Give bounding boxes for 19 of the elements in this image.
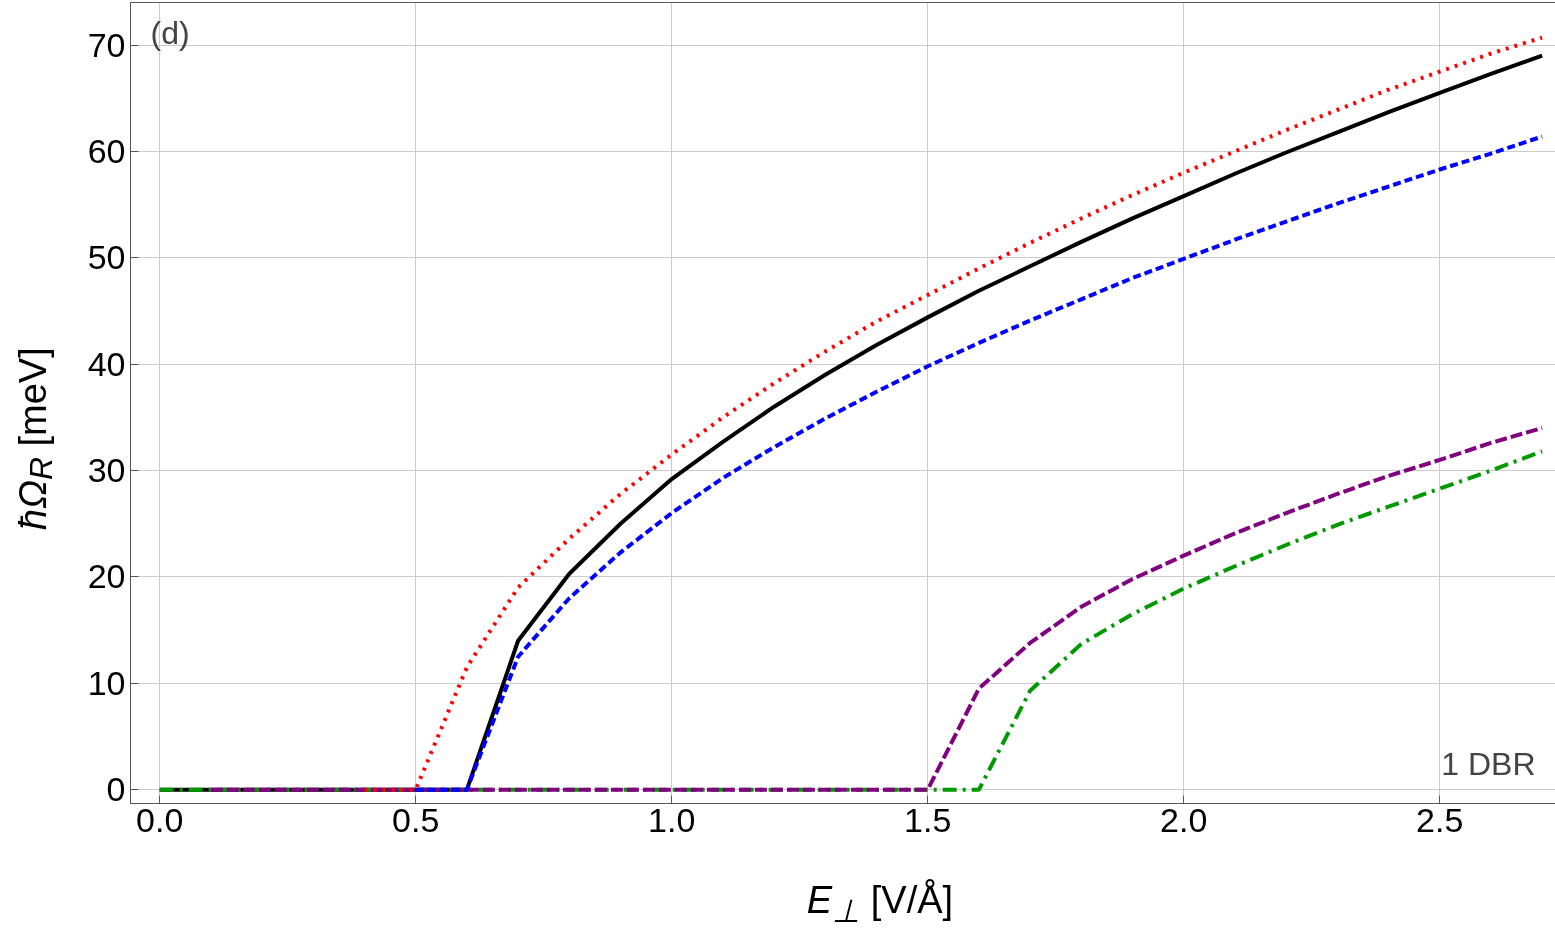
y-tick-label: 50 [87, 238, 126, 277]
x-axis-title: E$_{⊥}$ [V/Å] [806, 878, 954, 931]
y-tick-label: 10 [87, 663, 126, 702]
line-series [413, 134, 1545, 792]
x-tick-label: 1.5 [904, 800, 952, 839]
y-tick-label: 0 [106, 770, 126, 809]
y-tick-label: 20 [87, 557, 126, 596]
y-tick-label: 40 [87, 344, 126, 383]
annotation: 1 DBR [1441, 745, 1536, 782]
x-tick-label: 2.0 [1160, 800, 1208, 839]
y-tick-label: 30 [87, 451, 126, 490]
line-series [362, 35, 1545, 792]
x-tick-label: 0.0 [136, 800, 184, 839]
y-tick-label: 70 [87, 25, 126, 64]
x-tick-label: 2.5 [1416, 800, 1464, 839]
annotation: (d) [150, 14, 190, 51]
y-tick-label: 60 [87, 131, 126, 170]
x-tick-label: 0.5 [392, 800, 440, 839]
x-tick-label: 1.0 [648, 800, 696, 839]
